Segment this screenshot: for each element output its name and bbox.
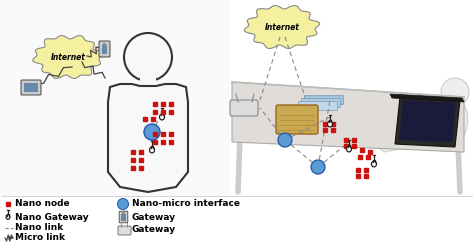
Bar [143, 117, 147, 121]
Ellipse shape [428, 97, 468, 151]
Text: Internet: Internet [264, 22, 300, 32]
Circle shape [123, 213, 124, 214]
FancyBboxPatch shape [276, 105, 318, 134]
Bar [364, 168, 368, 172]
Bar [102, 45, 107, 54]
Polygon shape [380, 127, 432, 152]
Text: Nano-micro interface: Nano-micro interface [132, 200, 240, 208]
Bar [169, 140, 173, 144]
FancyBboxPatch shape [21, 80, 41, 95]
Bar [0, 0, 230, 197]
Bar [140, 77, 156, 87]
FancyBboxPatch shape [118, 226, 131, 235]
Polygon shape [244, 6, 319, 48]
Polygon shape [399, 100, 456, 142]
Circle shape [441, 78, 469, 106]
Polygon shape [232, 82, 464, 152]
Bar [161, 102, 165, 106]
Bar [153, 102, 157, 106]
Bar [161, 110, 165, 114]
Bar [356, 168, 360, 172]
Bar [6, 202, 10, 206]
Bar [121, 214, 126, 220]
Bar [139, 158, 143, 162]
Polygon shape [108, 84, 188, 192]
Bar [352, 138, 356, 142]
Bar [331, 128, 335, 132]
Bar [131, 150, 135, 154]
Bar [344, 138, 348, 142]
Bar [153, 140, 157, 144]
Bar [169, 132, 173, 136]
Circle shape [118, 199, 128, 209]
Polygon shape [395, 97, 460, 147]
Bar [323, 122, 327, 126]
Bar [364, 174, 368, 178]
Ellipse shape [346, 146, 352, 152]
Bar [161, 132, 165, 136]
FancyBboxPatch shape [99, 41, 110, 57]
Ellipse shape [328, 121, 332, 127]
Bar [352, 144, 356, 148]
Circle shape [144, 124, 160, 140]
Circle shape [311, 160, 325, 174]
Bar [161, 140, 165, 144]
Circle shape [124, 33, 172, 81]
Bar [169, 110, 173, 114]
Bar [366, 155, 370, 159]
Text: Gateway: Gateway [132, 212, 176, 222]
Bar [139, 150, 143, 154]
Text: Nano node: Nano node [15, 200, 70, 208]
Bar [131, 166, 135, 170]
FancyBboxPatch shape [230, 100, 258, 116]
Ellipse shape [149, 147, 155, 153]
Text: Nano link: Nano link [15, 224, 63, 233]
Bar [153, 110, 157, 114]
Bar [153, 132, 157, 136]
Bar [344, 144, 348, 148]
Ellipse shape [6, 215, 10, 219]
Polygon shape [390, 94, 464, 102]
Text: Micro link: Micro link [15, 234, 65, 242]
FancyBboxPatch shape [299, 102, 337, 110]
Polygon shape [33, 36, 103, 78]
Circle shape [103, 44, 106, 46]
FancyBboxPatch shape [304, 96, 344, 105]
Bar [169, 102, 173, 106]
Ellipse shape [160, 114, 164, 120]
FancyBboxPatch shape [301, 99, 340, 108]
Circle shape [278, 133, 292, 147]
Text: Internet: Internet [51, 52, 85, 61]
Ellipse shape [372, 161, 376, 167]
Bar [323, 128, 327, 132]
Text: Gateway: Gateway [132, 226, 176, 235]
Bar [358, 155, 362, 159]
Bar [360, 148, 364, 152]
Bar [139, 166, 143, 170]
Bar [368, 150, 372, 154]
FancyBboxPatch shape [119, 211, 128, 223]
Bar [24, 83, 38, 92]
Bar [131, 158, 135, 162]
Bar [331, 122, 335, 126]
Bar [151, 117, 155, 121]
Text: Nano Gateway: Nano Gateway [15, 212, 89, 222]
Bar [356, 174, 360, 178]
